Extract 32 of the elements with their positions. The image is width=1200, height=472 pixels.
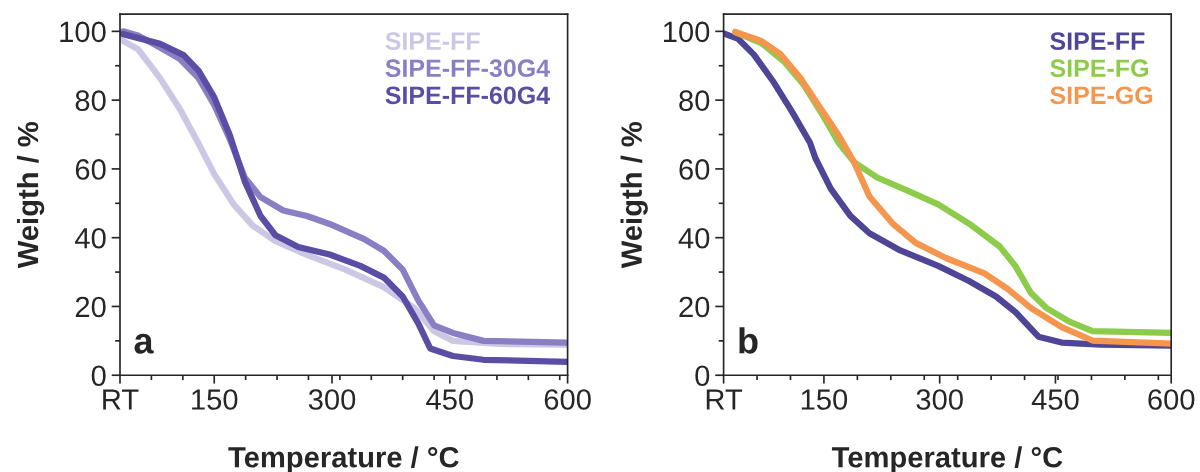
text: SIPE-FF-30G4 bbox=[385, 59, 550, 78]
text: SIPE-FF bbox=[1050, 32, 1145, 51]
x-tick-label: 300 bbox=[916, 389, 963, 410]
y-tick-label: 20 bbox=[75, 296, 106, 318]
x-tick-label: 450 bbox=[426, 389, 473, 410]
x-tick-label: 450 bbox=[1031, 389, 1079, 410]
y-tick-label: 60 bbox=[75, 159, 106, 180]
y-tick-label: 20 bbox=[679, 296, 710, 318]
text: SIPE-FF-60G4 bbox=[385, 86, 550, 105]
y-axis-title: Weigth / % bbox=[620, 122, 648, 269]
y-tick-label: 80 bbox=[75, 90, 106, 111]
text: SIPE-FG bbox=[1050, 59, 1148, 78]
y-tick-label: 0 bbox=[91, 365, 106, 387]
y-tick-label: 40 bbox=[678, 227, 710, 249]
y-tick-label: 100 bbox=[663, 21, 710, 43]
text: SIPE-GG bbox=[1050, 86, 1153, 105]
x-tick-label: 600 bbox=[544, 389, 591, 410]
annotation: a bbox=[134, 333, 154, 354]
annotation: b bbox=[739, 327, 758, 354]
x-tick-label: RT bbox=[103, 389, 139, 410]
x-tick-label: 150 bbox=[801, 389, 848, 410]
y-tick-label: 100 bbox=[60, 21, 106, 43]
y-tick-label: 40 bbox=[75, 227, 106, 249]
y-axis-title: Weigth / % bbox=[16, 122, 45, 269]
x-tick-label: 600 bbox=[1148, 389, 1195, 410]
y-tick-label: 0 bbox=[695, 365, 710, 387]
y-tick-label: 80 bbox=[679, 90, 710, 111]
x-tick-label: RT bbox=[706, 389, 743, 410]
y-tick-label: 60 bbox=[679, 159, 710, 180]
text: SIPE-FF bbox=[385, 32, 480, 51]
x-tick-label: 150 bbox=[192, 389, 238, 410]
x-tick-label: 300 bbox=[308, 389, 356, 410]
